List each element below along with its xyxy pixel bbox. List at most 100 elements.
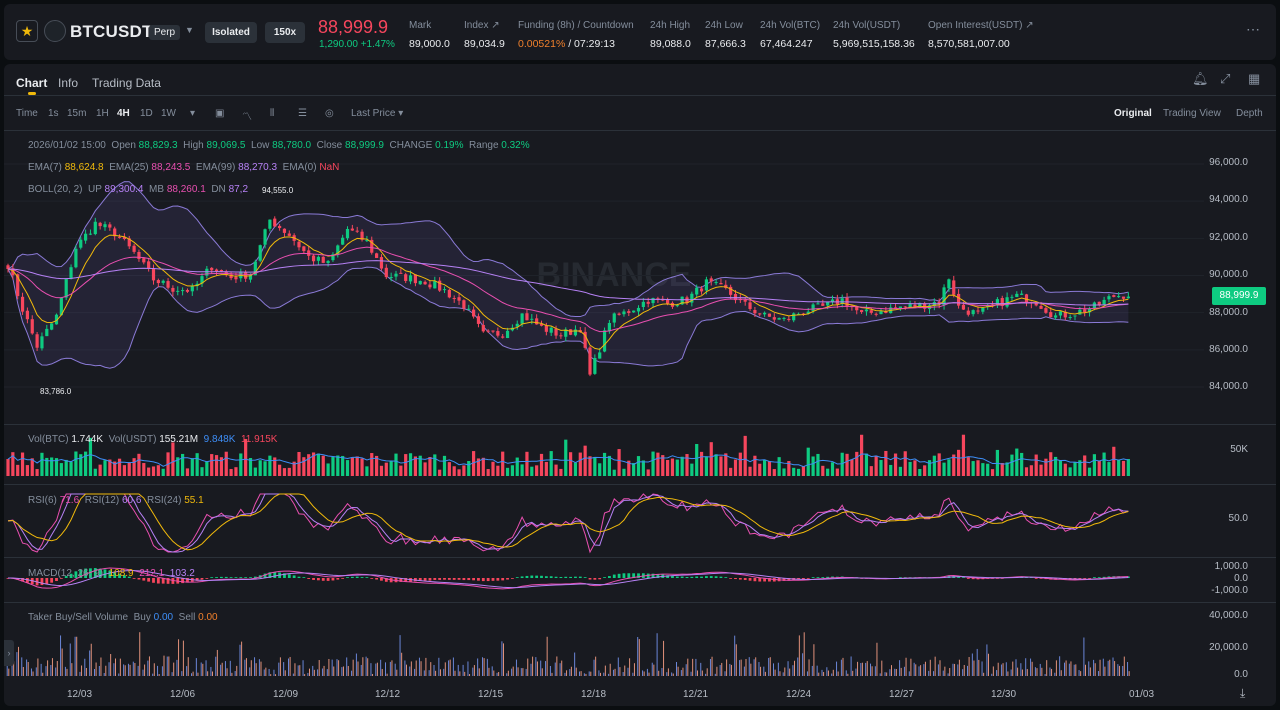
volume-bar <box>350 457 354 476</box>
stat-funding-value: 0.00521% / 07:29:13 <box>518 38 615 50</box>
candle-body <box>501 336 505 338</box>
volume-bar <box>1039 464 1043 476</box>
volume-bar <box>428 457 432 476</box>
volume-bar <box>588 456 592 476</box>
volume-bar <box>520 464 524 476</box>
tab-info[interactable]: Info <box>58 76 79 90</box>
bell-icon[interactable]: 🔔︎ <box>1192 71 1209 86</box>
price-tick: 92,000.0 <box>1209 232 1248 243</box>
macd-histogram-bar <box>283 573 286 578</box>
candle-body <box>147 261 151 269</box>
candle-body <box>636 307 641 312</box>
settings-list-icon[interactable]: ☰ <box>298 108 307 119</box>
interval-dropdown-icon[interactable]: ▾ <box>190 108 196 119</box>
candle-body <box>16 274 20 297</box>
macd-histogram-bar <box>186 578 189 583</box>
volume-bar <box>50 457 54 476</box>
more-options-icon[interactable]: ⋯ <box>1246 21 1260 37</box>
volume-bar <box>20 452 25 476</box>
macd-histogram-bar <box>452 578 456 580</box>
candle-body <box>69 267 73 279</box>
volume-bar <box>632 463 636 476</box>
bollinger-upper-line <box>7 181 1129 318</box>
leverage-button[interactable]: 150x <box>265 22 305 43</box>
scroll-to-latest-icon[interactable]: ⤓ <box>1240 686 1246 700</box>
active-tab-indicator <box>28 92 36 95</box>
volume-bar <box>627 460 631 476</box>
candle-body <box>530 318 534 320</box>
candle-body <box>598 352 602 359</box>
volume-bar <box>777 457 781 476</box>
volume-bar <box>54 458 59 476</box>
volume-bar <box>898 466 902 476</box>
volume-bar <box>743 435 747 476</box>
volume-bar <box>93 468 97 476</box>
macd-histogram-bar <box>370 578 374 579</box>
volume-bar <box>971 461 975 476</box>
candle-body <box>331 254 335 261</box>
symbol-name[interactable]: BTCUSDT <box>70 22 153 41</box>
view-original[interactable]: Original <box>1114 108 1152 119</box>
candle-body <box>641 301 645 308</box>
indicator-icon[interactable]: 〽 <box>242 112 252 123</box>
interval-1s[interactable]: 1s <box>48 108 59 119</box>
stat-vol-btc-label: 24h Vol(BTC) <box>760 20 821 31</box>
volume-bar <box>724 453 728 476</box>
favorite-star-icon[interactable]: ★ <box>16 20 38 42</box>
price-type-dropdown[interactable]: Last Price ▾ <box>351 108 404 119</box>
interval-1w[interactable]: 1W <box>161 108 176 119</box>
candle-body <box>738 299 742 301</box>
btc-coin-icon <box>44 20 66 42</box>
macd-histogram-bar <box>554 576 558 578</box>
macd-histogram-bar <box>220 576 223 578</box>
tab-trading-data[interactable]: Trading Data <box>92 76 161 90</box>
view-trading-view[interactable]: Trading View <box>1163 108 1221 119</box>
candle-body <box>942 287 946 306</box>
interval-1h[interactable]: 1H <box>96 108 109 119</box>
expand-sidebar-button[interactable]: › <box>4 640 14 666</box>
volume-bar <box>505 467 510 476</box>
macd-histogram-bar <box>481 578 485 582</box>
expand-icon[interactable]: ⤢ <box>1220 71 1231 86</box>
candle-type-icon[interactable]: ⫴ <box>270 108 275 119</box>
macd-histogram-bar <box>152 578 155 583</box>
volume-bar <box>399 465 403 476</box>
candle-body <box>234 277 238 280</box>
macd-histogram-bar <box>384 578 388 582</box>
interval-15m[interactable]: 15m <box>67 108 87 119</box>
volume-bar <box>670 458 675 476</box>
candle-body <box>1010 296 1014 298</box>
candle-body <box>864 309 869 312</box>
margin-mode-button[interactable]: Isolated <box>205 22 257 43</box>
candle-body <box>263 229 267 245</box>
grid-layout-icon[interactable]: ▦ <box>1248 71 1261 86</box>
candle-body <box>627 311 631 313</box>
volume-bar <box>321 455 325 476</box>
view-depth[interactable]: Depth <box>1236 108 1263 119</box>
macd-histogram-bar <box>962 577 965 578</box>
chevron-down-icon[interactable]: ▼ <box>185 25 194 35</box>
volume-bar <box>452 466 456 476</box>
macd-histogram-bar <box>632 573 636 578</box>
divider <box>4 130 1276 131</box>
volume-bar <box>491 461 495 476</box>
stat-oi-label[interactable]: Open Interest(USDT) ↗ <box>928 20 1034 31</box>
volume-bar <box>103 460 107 476</box>
price-chart[interactable]: BINANCE <box>4 64 1276 706</box>
interval-1d[interactable]: 1D <box>140 108 153 119</box>
volume-bar <box>268 455 272 476</box>
macd-histogram-bar <box>588 578 592 580</box>
calendar-icon[interactable]: ▣ <box>215 108 225 119</box>
interval-4h[interactable]: 4H <box>117 108 130 119</box>
macd-histogram-bar <box>540 575 543 578</box>
candle-body <box>622 311 626 315</box>
chart-panel: Chart Info Trading Data 🔔︎ ⤢ ▦ Time 1s 1… <box>4 64 1276 706</box>
tab-chart[interactable]: Chart <box>16 76 48 90</box>
stat-index-label[interactable]: Index ↗ <box>464 20 500 31</box>
volume-bar <box>651 451 655 476</box>
volume-bar <box>569 452 573 476</box>
volume-bar <box>297 451 301 476</box>
volume-bar <box>855 451 859 476</box>
candle-body <box>937 301 941 305</box>
drawing-tool-icon[interactable]: ◎ <box>325 108 334 119</box>
